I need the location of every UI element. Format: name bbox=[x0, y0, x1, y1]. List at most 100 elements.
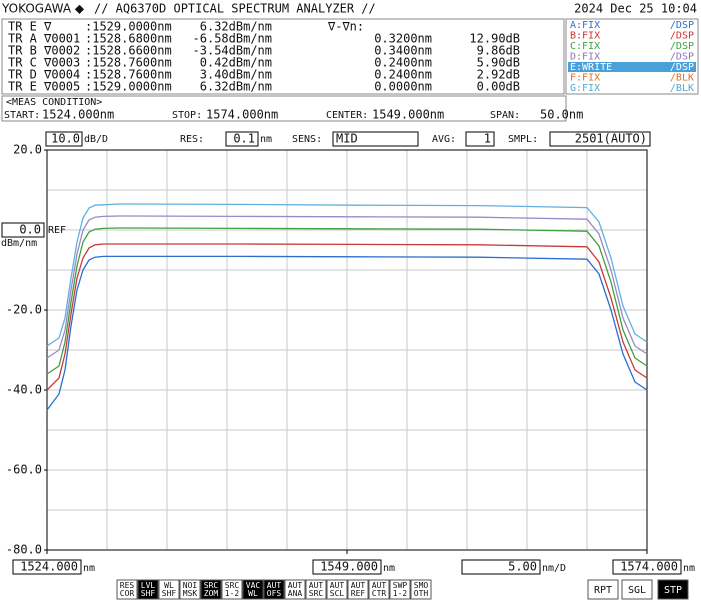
marker-cell: :1528.6800nm bbox=[85, 32, 172, 46]
y-unit: dBm/nm bbox=[1, 238, 37, 249]
marker-cell: :1529.0000nm bbox=[85, 80, 172, 94]
soft-key[interactable] bbox=[284, 579, 306, 600]
marker-cell: TR E ∇0005 bbox=[8, 80, 80, 94]
soft-key-label[interactable]: LVL bbox=[141, 581, 156, 590]
x-tick-label: 1549.000 bbox=[320, 560, 378, 574]
soft-key[interactable] bbox=[389, 579, 411, 600]
trace-name: A:FIX bbox=[570, 20, 600, 31]
meas-label: SPAN: bbox=[490, 110, 520, 121]
soft-key-label[interactable]: AUT bbox=[372, 581, 387, 590]
soft-key-label[interactable]: AUT bbox=[288, 581, 303, 590]
soft-key-label[interactable]: SHF bbox=[141, 589, 156, 598]
soft-key-label[interactable]: COR bbox=[120, 589, 135, 598]
setting-value: MID bbox=[336, 132, 358, 146]
soft-key-label[interactable]: RPT bbox=[594, 585, 612, 596]
trace-line bbox=[46, 255, 648, 411]
soft-key[interactable] bbox=[347, 579, 369, 600]
soft-key[interactable] bbox=[587, 579, 619, 600]
x-scale: 5.00 bbox=[508, 560, 537, 574]
soft-key-label[interactable]: AUT bbox=[309, 581, 324, 590]
marker-cell: ∇-∇n: bbox=[327, 20, 364, 34]
soft-key[interactable] bbox=[137, 579, 159, 600]
soft-key-label[interactable]: WL bbox=[248, 589, 258, 598]
setting-label: AVG: bbox=[432, 134, 456, 145]
soft-key-label[interactable]: SWP bbox=[393, 581, 408, 590]
marker-cell: 2.92dB bbox=[477, 68, 520, 82]
marker-cell: 0.3200nm bbox=[374, 32, 432, 46]
trace-line bbox=[46, 243, 648, 391]
soft-key-label[interactable]: NOI bbox=[183, 581, 198, 590]
soft-key-label[interactable]: OFS bbox=[267, 589, 282, 598]
soft-key[interactable] bbox=[221, 579, 243, 600]
soft-key-label[interactable]: SMO bbox=[414, 581, 429, 590]
setting-value: 2501(AUTO) bbox=[575, 132, 647, 146]
soft-key-label[interactable]: CTR bbox=[372, 589, 387, 598]
soft-key[interactable] bbox=[368, 579, 390, 600]
soft-key-label[interactable]: ANA bbox=[288, 589, 303, 598]
soft-key-label[interactable]: SRC bbox=[225, 581, 240, 590]
trace-mode: /DSP bbox=[670, 52, 694, 63]
soft-key-label[interactable]: WL bbox=[164, 581, 174, 590]
soft-key[interactable] bbox=[116, 579, 138, 600]
x-unit: nm bbox=[383, 563, 395, 574]
soft-key-label[interactable]: AUT bbox=[351, 581, 366, 590]
marker-cell: 6.32dBm/nm bbox=[200, 20, 272, 34]
marker-cell: :1528.7600nm bbox=[85, 68, 172, 82]
soft-key-label[interactable]: SGL bbox=[628, 585, 646, 596]
soft-key-label[interactable]: AUT bbox=[267, 581, 282, 590]
soft-key-label[interactable]: 1-2 bbox=[225, 589, 240, 598]
marker-cell: :1528.6600nm bbox=[85, 44, 172, 58]
marker-cell: 0.3400nm bbox=[374, 44, 432, 58]
soft-key[interactable] bbox=[200, 579, 222, 600]
soft-key[interactable] bbox=[410, 579, 432, 600]
marker-cell: 0.2400nm bbox=[374, 68, 432, 82]
soft-key-label[interactable]: REF bbox=[351, 589, 366, 598]
setting-label: SMPL: bbox=[508, 134, 538, 145]
value-box bbox=[465, 131, 495, 147]
soft-key[interactable] bbox=[305, 579, 327, 600]
soft-key-label[interactable]: VAC bbox=[246, 581, 261, 590]
soft-key[interactable] bbox=[326, 579, 348, 600]
soft-key[interactable] bbox=[179, 579, 201, 600]
marker-cell: TR D ∇0004 bbox=[8, 68, 80, 82]
trace-line bbox=[46, 227, 648, 375]
value-box bbox=[549, 131, 651, 147]
setting-value: 1 bbox=[484, 132, 491, 146]
trace-mode: /BLK bbox=[670, 83, 694, 94]
soft-key-label[interactable]: RES bbox=[120, 581, 135, 590]
soft-key[interactable] bbox=[158, 579, 180, 600]
soft-key[interactable] bbox=[621, 579, 653, 600]
meas-value: 1524.000nm bbox=[42, 108, 114, 122]
soft-key[interactable] bbox=[657, 579, 689, 600]
x-scale-unit: nm/D bbox=[542, 563, 566, 574]
y-tick-label: 20.0 bbox=[13, 143, 42, 157]
setting-unit: nm bbox=[260, 134, 272, 145]
soft-key[interactable] bbox=[242, 579, 264, 600]
trace-name: D:FIX bbox=[570, 52, 600, 63]
marker-cell: 3.40dBm/nm bbox=[200, 68, 272, 82]
soft-key-label[interactable]: AUT bbox=[330, 581, 345, 590]
soft-key-label[interactable]: 1-2 bbox=[393, 589, 408, 598]
y-scale-unit: dB/D bbox=[84, 134, 108, 145]
meas-value: 1549.000nm bbox=[372, 108, 444, 122]
x-unit: nm bbox=[83, 563, 95, 574]
setting-value: 0.1 bbox=[233, 132, 255, 146]
marker-panel bbox=[1, 18, 565, 95]
ref-level: 0.0 bbox=[19, 223, 41, 237]
soft-key-label[interactable]: OTH bbox=[414, 589, 429, 598]
marker-cell: TR B ∇0002 bbox=[8, 44, 80, 58]
soft-key-label[interactable]: SCL bbox=[330, 589, 345, 598]
marker-cell: :1529.0000nm bbox=[85, 20, 172, 34]
marker-cell: TR C ∇0003 bbox=[8, 56, 80, 70]
soft-key-label[interactable]: SRC bbox=[309, 589, 324, 598]
setting-label: RES: bbox=[180, 134, 204, 145]
soft-key-label[interactable]: STP bbox=[664, 585, 682, 596]
marker-cell: 0.0000nm bbox=[374, 80, 432, 94]
marker-cell: 9.86dB bbox=[477, 44, 520, 58]
soft-key-label[interactable]: ZOM bbox=[204, 589, 219, 598]
soft-key-label[interactable]: MSK bbox=[183, 589, 198, 598]
soft-key-label[interactable]: SHF bbox=[162, 589, 177, 598]
soft-key[interactable] bbox=[263, 579, 285, 600]
soft-key-label[interactable]: SRC bbox=[204, 581, 219, 590]
